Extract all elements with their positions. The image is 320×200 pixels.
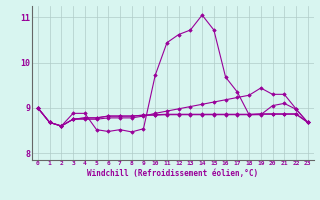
X-axis label: Windchill (Refroidissement éolien,°C): Windchill (Refroidissement éolien,°C) [87, 169, 258, 178]
